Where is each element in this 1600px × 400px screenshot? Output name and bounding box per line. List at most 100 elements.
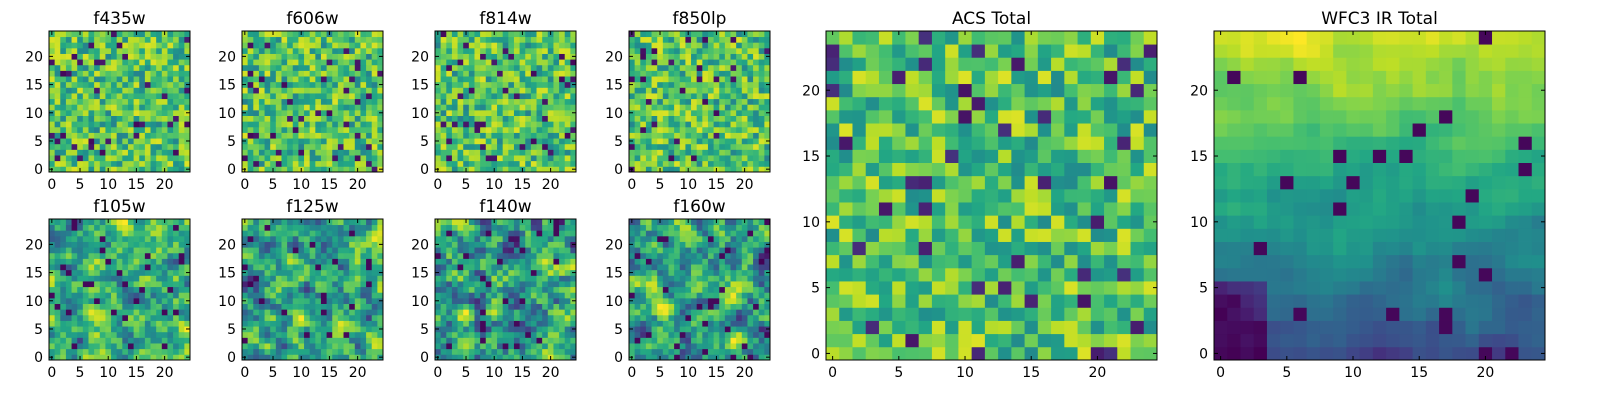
heatmap-cell — [657, 331, 664, 338]
heatmap-cell — [530, 42, 537, 49]
heatmap-cell — [281, 320, 288, 327]
heatmap-cell — [292, 121, 299, 128]
heatmap-cell — [446, 143, 453, 150]
heatmap-cell — [542, 326, 549, 333]
heatmap-cell — [247, 337, 254, 344]
heatmap-cell — [315, 219, 322, 226]
heatmap-cell — [287, 247, 294, 254]
heatmap-cell — [485, 87, 492, 94]
heatmap-cell — [553, 109, 560, 116]
heatmap-cell — [253, 36, 260, 43]
heatmap-cell — [71, 93, 78, 100]
heatmap-cell — [122, 160, 129, 167]
heatmap-cell — [530, 98, 537, 105]
heatmap-cell — [371, 297, 378, 304]
heatmap-cell — [111, 269, 118, 276]
heatmap-cell — [122, 331, 129, 338]
heatmap-cell — [156, 320, 163, 327]
heatmap-cell — [440, 343, 447, 350]
heatmap-cell — [253, 160, 260, 167]
heatmap-cell — [150, 70, 157, 77]
heatmap-cell — [337, 286, 344, 293]
heatmap-cell — [258, 53, 265, 60]
heatmap-cell — [60, 104, 67, 111]
heatmap-cell — [65, 160, 72, 167]
heatmap-cell — [320, 314, 327, 321]
heatmap-cell — [122, 258, 129, 265]
heatmap-cell — [150, 314, 157, 321]
heatmap-cell — [525, 104, 532, 111]
heatmap-cell — [674, 303, 681, 310]
heatmap-cell — [542, 166, 549, 173]
heatmap-cell — [360, 93, 367, 100]
heatmap-cell — [111, 258, 118, 265]
heatmap-cell — [685, 309, 692, 316]
heatmap-cell — [553, 235, 560, 242]
heatmap-cell — [304, 126, 311, 133]
panel-title: f814w — [479, 9, 531, 29]
heatmap-cell — [451, 109, 458, 116]
heatmap-cell — [525, 331, 532, 338]
heatmap-cell — [730, 126, 737, 133]
heatmap-cell — [173, 337, 180, 344]
heatmap-cell — [292, 354, 299, 361]
heatmap-cell — [542, 149, 549, 156]
heatmap-cell — [161, 149, 168, 156]
heatmap-cell — [724, 155, 731, 162]
heatmap-cell — [354, 281, 361, 288]
heatmap-cell — [167, 264, 174, 271]
heatmap-cell — [764, 309, 771, 316]
heatmap-cell — [713, 121, 720, 128]
heatmap-cell — [133, 115, 140, 122]
heatmap-cell — [702, 132, 709, 139]
heatmap-cell — [65, 309, 72, 316]
heatmap-cell — [156, 326, 163, 333]
heatmap-cell — [513, 64, 520, 71]
heatmap-cell — [480, 326, 487, 333]
heatmap-cell — [536, 258, 543, 265]
heatmap-cell — [133, 155, 140, 162]
heatmap-cell — [497, 320, 504, 327]
heatmap-cell — [468, 98, 475, 105]
heatmap-cell — [247, 70, 254, 77]
heatmap-cell — [559, 155, 566, 162]
heatmap-cell — [127, 224, 134, 231]
heatmap-cell — [71, 42, 78, 49]
heatmap-cell — [525, 303, 532, 310]
heatmap-cell — [724, 31, 731, 38]
heatmap-cell — [178, 155, 185, 162]
heatmap-cell — [446, 76, 453, 83]
heatmap-cell — [657, 286, 664, 293]
heatmap-cell — [440, 64, 447, 71]
heatmap-cell — [679, 160, 686, 167]
heatmap-cell — [371, 258, 378, 265]
heatmap-cell — [275, 149, 282, 156]
heatmap-cell — [349, 281, 356, 288]
heatmap-cell — [713, 149, 720, 156]
heatmap-cell — [354, 326, 361, 333]
heatmap-cell — [105, 109, 112, 116]
heatmap-cell — [651, 53, 658, 60]
heatmap-cell — [629, 314, 636, 321]
heatmap-cell — [105, 252, 112, 259]
heatmap-cell — [242, 47, 249, 54]
heatmap-cell — [435, 143, 442, 150]
heatmap-cell — [634, 343, 641, 350]
heatmap-cell — [513, 98, 520, 105]
heatmap-cell — [337, 160, 344, 167]
heatmap-cell — [491, 314, 498, 321]
heatmap-cell — [65, 252, 72, 259]
heatmap-cell — [758, 121, 765, 128]
heatmap-cell — [337, 269, 344, 276]
heatmap-cell — [662, 160, 669, 167]
heatmap-cell — [491, 343, 498, 350]
heatmap-cell — [184, 303, 191, 310]
heatmap-cell — [360, 337, 367, 344]
heatmap-cell — [133, 269, 140, 276]
heatmap-cell — [713, 281, 720, 288]
heatmap-cell — [468, 121, 475, 128]
heatmap-cell — [451, 275, 458, 282]
heatmap-cell — [258, 132, 265, 139]
heatmap-cell — [640, 303, 647, 310]
